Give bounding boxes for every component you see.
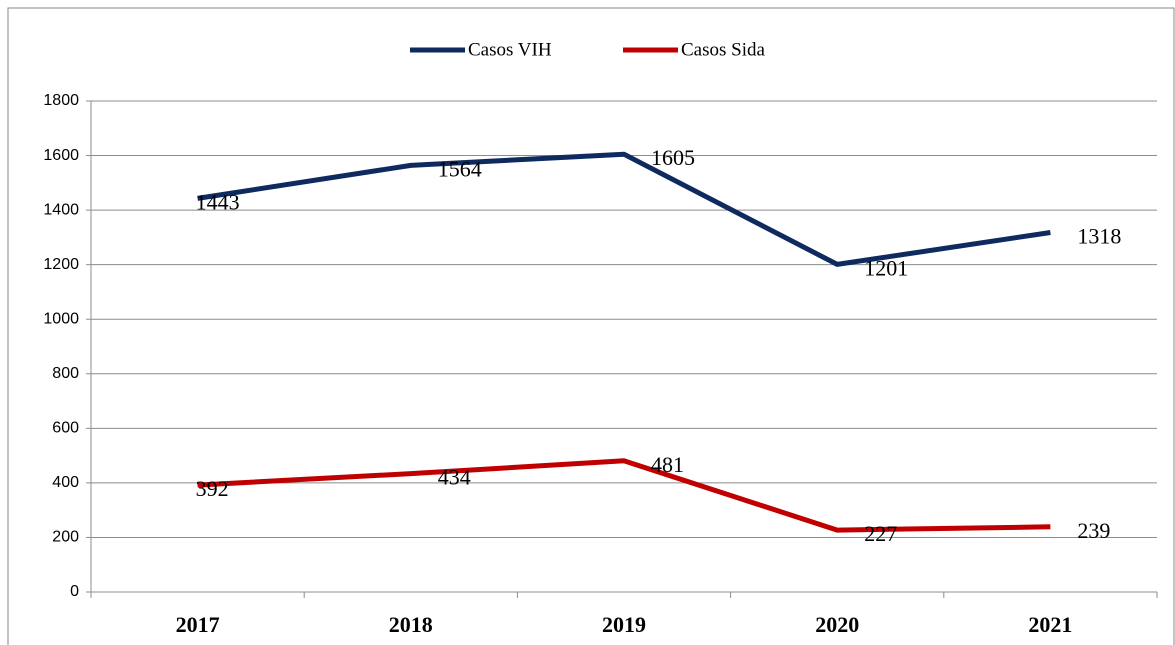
data-label: 1564 bbox=[438, 156, 482, 181]
y-tick-label: 0 bbox=[70, 583, 79, 600]
data-label: 1443 bbox=[196, 189, 240, 214]
y-tick-label: 400 bbox=[52, 474, 79, 491]
y-tick-label: 1600 bbox=[43, 147, 79, 164]
data-label: 227 bbox=[864, 521, 897, 546]
y-tick-label: 800 bbox=[52, 365, 79, 382]
y-tick-label: 600 bbox=[52, 420, 79, 437]
legend-label: Casos VIH bbox=[468, 39, 552, 60]
data-label: 434 bbox=[438, 465, 471, 490]
x-tick-label: 2019 bbox=[602, 612, 646, 637]
data-label: 239 bbox=[1077, 518, 1110, 543]
chart-border bbox=[7, 7, 1175, 645]
legend-label: Casos Sida bbox=[681, 39, 765, 60]
series-line bbox=[197, 151, 1051, 267]
data-label: 392 bbox=[196, 476, 229, 501]
x-tick-label: 2018 bbox=[389, 612, 433, 637]
x-tick-label: 2020 bbox=[815, 612, 859, 637]
y-tick-label: 200 bbox=[52, 529, 79, 546]
x-tick-label: 2021 bbox=[1028, 612, 1072, 637]
y-tick-label: 1400 bbox=[43, 201, 79, 218]
series-line bbox=[197, 458, 1051, 533]
data-label: 481 bbox=[651, 452, 684, 477]
y-tick-label: 1800 bbox=[43, 92, 79, 109]
data-label: 1201 bbox=[864, 255, 908, 280]
data-label: 1318 bbox=[1077, 224, 1121, 249]
y-tick-label: 1200 bbox=[43, 256, 79, 273]
y-tick-label: 1000 bbox=[43, 310, 79, 327]
x-tick-label: 2017 bbox=[176, 612, 220, 637]
data-label: 1605 bbox=[651, 145, 695, 170]
